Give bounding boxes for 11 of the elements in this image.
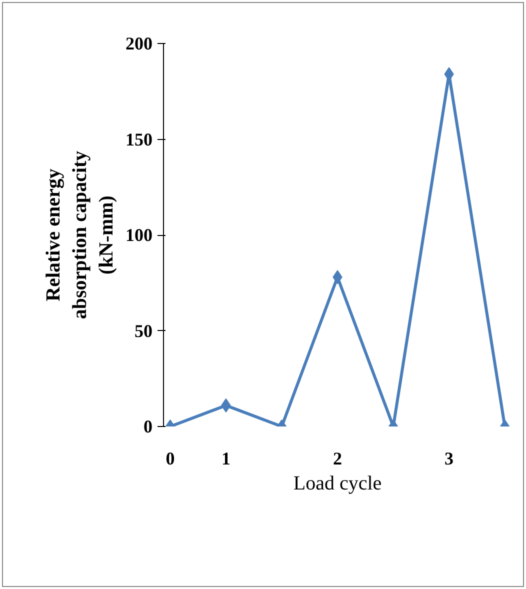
y-tick-label: 100	[126, 225, 152, 245]
y-tick-label: 50	[134, 320, 152, 341]
x-tick-label: 1	[221, 448, 230, 468]
x-tick-label: 2	[333, 448, 342, 468]
y-axis-title: Relative energy absorption capacity (kN-mm)	[42, 150, 118, 320]
y-tick-label: 150	[126, 129, 152, 150]
x-tick-label: 3	[444, 448, 454, 468]
x-tick-label: 0	[166, 448, 175, 468]
x-axis-title: Load cycle	[293, 472, 382, 494]
y-tick-label: 0	[144, 416, 152, 436]
y-tick-label: 200	[126, 34, 152, 54]
